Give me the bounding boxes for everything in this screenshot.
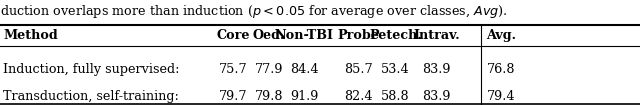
- Text: 82.4: 82.4: [344, 90, 372, 103]
- Text: Induction, fully supervised:: Induction, fully supervised:: [3, 63, 180, 76]
- Text: 75.7: 75.7: [220, 63, 248, 76]
- Text: duction overlaps more than induction ($p<0.05$ for average over classes, $Avg$).: duction overlaps more than induction ($p…: [0, 3, 508, 20]
- Text: Petech.: Petech.: [369, 29, 422, 42]
- Text: Intrav.: Intrav.: [413, 29, 460, 42]
- Text: 79.4: 79.4: [486, 90, 515, 103]
- Text: Oed.: Oed.: [253, 29, 285, 42]
- Text: Core: Core: [217, 29, 250, 42]
- Text: Non-TBI: Non-TBI: [275, 29, 333, 42]
- Text: Avg.: Avg.: [486, 29, 516, 42]
- Text: 84.4: 84.4: [290, 63, 318, 76]
- Text: 79.7: 79.7: [220, 90, 248, 103]
- Text: 76.8: 76.8: [486, 63, 515, 76]
- Text: 83.9: 83.9: [422, 63, 451, 76]
- Text: 91.9: 91.9: [290, 90, 318, 103]
- Text: 58.8: 58.8: [381, 90, 410, 103]
- Text: 79.8: 79.8: [255, 90, 283, 103]
- Text: 85.7: 85.7: [344, 63, 372, 76]
- Text: Probe: Probe: [337, 29, 380, 42]
- Text: Transduction, self-training:: Transduction, self-training:: [3, 90, 179, 103]
- Text: Method: Method: [3, 29, 58, 42]
- Text: 83.9: 83.9: [422, 90, 451, 103]
- Text: 77.9: 77.9: [255, 63, 283, 76]
- Text: 53.4: 53.4: [381, 63, 410, 76]
